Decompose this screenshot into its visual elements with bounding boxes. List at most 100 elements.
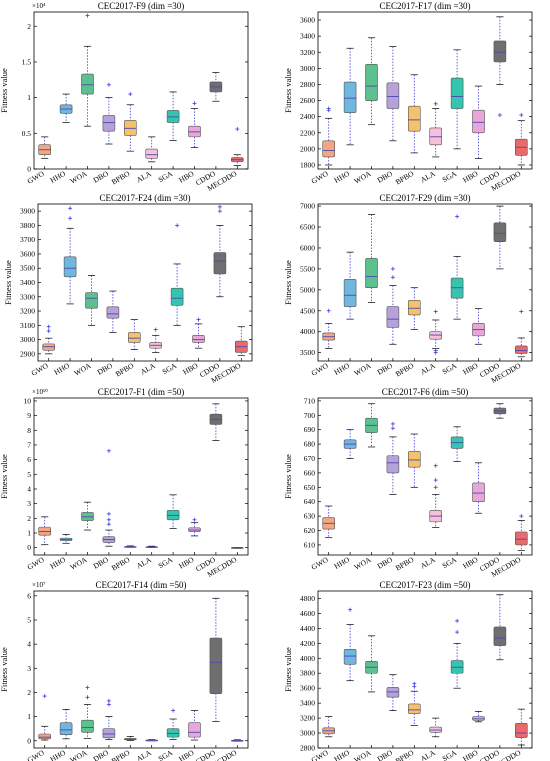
box-dbo: DBO: [376, 421, 400, 571]
box-woa: WOA: [68, 501, 94, 572]
y-tick-label: 4800: [300, 594, 315, 603]
box-ala: ALA: [135, 136, 158, 184]
x-tick-label: BPBO: [110, 555, 132, 573]
box-bpbo: BPBO: [394, 287, 421, 379]
box-sga: SGA: [157, 494, 180, 570]
chart-panel-2: CEC2017-F17 (dim =30) Fitness value 1800 20…: [283, 1, 533, 193]
y-tick-label: 9: [27, 411, 31, 420]
box-hho: HHO: [333, 251, 357, 377]
y-axis-label: Fitness value: [3, 260, 13, 305]
chart-title: CEC2017-F24 (dim =30): [99, 193, 190, 203]
y-tick-label: 3100: [20, 321, 35, 330]
y-tick-label: 4600: [300, 609, 315, 618]
y-tick-label: 700: [304, 411, 316, 420]
iqr-box: [85, 292, 98, 309]
x-tick-label: SGA: [157, 748, 175, 761]
x-tick-label: SGA: [441, 169, 459, 185]
y-tick-label: 3200: [300, 48, 315, 57]
y-tick-label: 0.5: [22, 129, 32, 138]
y-tick-label: 5500: [300, 264, 315, 273]
y-tick-label: 3800: [20, 221, 35, 230]
x-tick-label: BPBO: [114, 361, 136, 379]
iqr-box: [408, 105, 421, 132]
iqr-box: [493, 626, 507, 646]
box-bpbo: BPBO: [394, 433, 421, 573]
box-hho: HHO: [49, 93, 73, 185]
chart-title: CEC2017-F17 (dim =30): [379, 1, 470, 11]
y-tick-label: 2000: [300, 144, 315, 153]
iqr-box: [322, 140, 335, 158]
box-sga: SGA: [441, 49, 464, 185]
y-tick-label: 3700: [20, 235, 35, 244]
y-axis-label: Fitness value: [283, 260, 293, 305]
box-cddo: CDDO: [478, 205, 507, 379]
y-tick-label: 0: [27, 736, 31, 745]
iqr-box: [386, 455, 400, 474]
y-axis-label: Fitness value: [283, 68, 293, 113]
x-tick-label: BPBO: [394, 169, 416, 187]
x-tick-label: ALA: [419, 555, 437, 571]
axis-exponent: ×10¹⁰: [32, 388, 48, 396]
box-cddo: CDDO: [478, 594, 507, 761]
iqr-box: [343, 279, 357, 307]
box-sga: SGA: [441, 214, 464, 376]
y-tick-label: 6500: [300, 223, 315, 232]
y-tick-label: 1.5: [22, 57, 32, 66]
iqr-box: [102, 728, 116, 739]
y-tick-label: 1: [27, 712, 31, 721]
y-tick-label: 4000: [300, 654, 315, 663]
x-tick-label: DBO: [376, 555, 395, 571]
x-tick-label: HHO: [333, 361, 352, 377]
x-tick-label: ALA: [135, 748, 153, 761]
y-tick-label: 3: [27, 664, 31, 673]
y-tick-label: 0: [27, 543, 31, 552]
iqr-box: [493, 222, 507, 242]
plot-frame: [33, 11, 249, 170]
x-tick-label: WOA: [352, 748, 373, 761]
box-hho: HHO: [53, 206, 77, 377]
box-dbo: DBO: [376, 266, 400, 377]
x-tick-label: GWO: [26, 555, 47, 572]
iqr-box: [63, 256, 77, 278]
iqr-box: [408, 299, 421, 316]
iqr-box: [170, 287, 184, 306]
box-sga: SGA: [157, 708, 180, 761]
y-tick-label: 2800: [300, 744, 315, 753]
iqr-box: [192, 335, 205, 343]
box-mecddo: MECDDO: [490, 309, 528, 385]
y-axis-label: Fitness value: [283, 647, 293, 692]
x-tick-label: HHO: [53, 361, 72, 377]
box-woa: WOA: [68, 13, 94, 186]
x-tick-label: HHO: [49, 748, 68, 761]
box-cddo: CDDO: [194, 403, 223, 573]
plot-frame: [317, 203, 533, 362]
iqr-box: [408, 703, 421, 714]
box-gwo: GWO: [310, 716, 335, 761]
iqr-box: [81, 73, 94, 95]
box-bpbo: BPBO: [110, 545, 137, 573]
y-tick-label: 3600: [20, 249, 35, 258]
plot-frame: [33, 397, 249, 556]
y-tick-label: 2400: [300, 112, 315, 121]
box-ala: ALA: [139, 327, 162, 376]
iqr-box: [515, 723, 528, 738]
x-tick-label: WOA: [68, 748, 89, 761]
chart-panel-8: CEC2017-F23 (dim =50) Fitness value 2800 30…: [283, 580, 533, 761]
x-tick-label: ALA: [419, 361, 437, 377]
y-tick-label: 1: [27, 528, 31, 537]
iqr-box: [59, 722, 73, 736]
y-tick-label: 5000: [300, 285, 315, 294]
chart-title: CEC2017-F1 (dim =50): [98, 387, 185, 397]
box-dbo: DBO: [92, 698, 116, 761]
x-tick-label: HHO: [333, 555, 352, 571]
x-tick-label: HHO: [333, 169, 352, 185]
y-tick-label: 2600: [300, 96, 315, 105]
y-tick-label: 1800: [300, 160, 315, 169]
x-tick-label: WOA: [68, 555, 89, 572]
y-tick-label: 2900: [20, 349, 35, 358]
y-tick-label: 2200: [300, 128, 315, 137]
box-dbo: DBO: [92, 448, 116, 571]
y-tick-label: 6000: [300, 243, 315, 252]
plot-frame: [317, 11, 533, 170]
x-tick-label: HBO: [461, 555, 480, 571]
